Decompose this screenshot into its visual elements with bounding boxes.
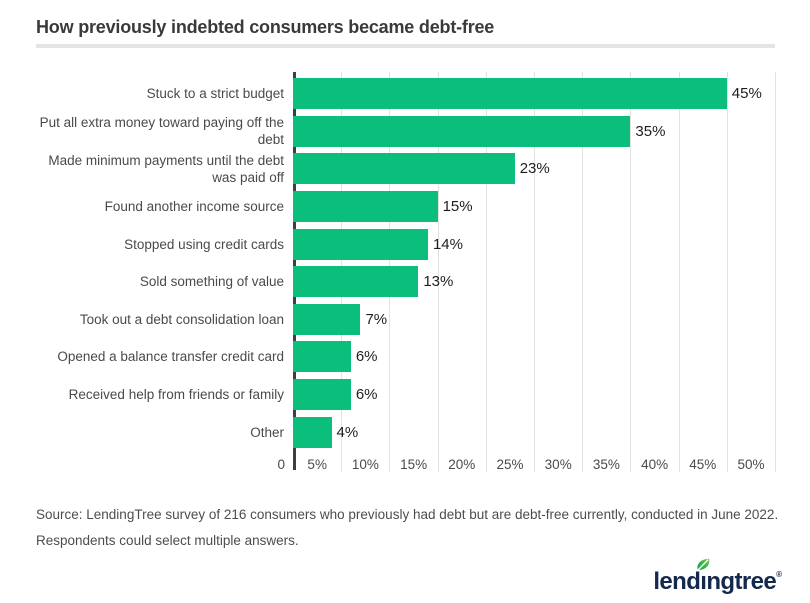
x-axis: 0 5% 10% 15% 20% 25% 30% 35% 40% 45% 50%: [277, 457, 775, 475]
x-tick-label: 10%: [351, 457, 379, 472]
bar: [293, 153, 515, 185]
value-label: 6%: [355, 386, 378, 404]
bar: [293, 303, 361, 335]
value-label: 35%: [635, 122, 666, 140]
category-label: Received help from friends or family: [68, 387, 284, 403]
logo-letter-i-glyph: ı: [700, 568, 707, 595]
bar: [293, 266, 419, 298]
bar-track: 6%: [293, 379, 775, 411]
bar: [293, 228, 428, 260]
x-tick-label: 20%: [448, 457, 476, 472]
logo-text-lend: lend: [653, 568, 701, 595]
category-label: Opened a balance transfer credit card: [57, 349, 284, 365]
bar-row: Made minimum payments until the debt was…: [36, 150, 775, 188]
category-label: Sold something of value: [139, 274, 284, 290]
chart-title: How previously indebted consumers became…: [36, 17, 495, 37]
source-note: Source: LendingTree survey of 216 consum…: [36, 502, 778, 554]
value-label: 23%: [519, 160, 550, 178]
x-tick-label: 5%: [307, 457, 327, 472]
bar: [293, 341, 351, 373]
value-label: 14%: [432, 235, 463, 253]
logo-text-ngtree: ngtree: [706, 568, 777, 595]
bar-row: Received help from friends or family 6%: [36, 376, 775, 414]
value-label: 45%: [731, 85, 762, 103]
x-tick-label: 45%: [689, 457, 717, 472]
category-label: Put all extra money toward paying off th…: [39, 115, 284, 148]
gridline: [726, 72, 728, 472]
source-line-2: Respondents could select multiple answer…: [36, 533, 299, 548]
bar-track: 14%: [293, 228, 775, 260]
title-divider: [36, 44, 775, 48]
bar: [293, 191, 438, 223]
bar-track: 23%: [293, 153, 775, 185]
bar-track: 6%: [293, 341, 775, 373]
bar-row: Sold something of value 13%: [36, 263, 775, 301]
category-label: Took out a debt consolidation loan: [79, 311, 284, 327]
source-line-1: Source: LendingTree survey of 216 consum…: [36, 507, 779, 522]
bar-rows: Stuck to a strict budget 45% Put all extra…: [36, 75, 775, 451]
x-tick-label: 30%: [544, 457, 572, 472]
category-label: Found another income source: [104, 199, 284, 215]
bar-row: Took out a debt consolidation loan 7%: [36, 301, 775, 339]
gridline: [775, 72, 776, 472]
x-tick-label: 25%: [496, 457, 524, 472]
bar-track: 45%: [293, 78, 775, 110]
bar-row: Other 4%: [36, 413, 775, 451]
lendingtree-logo: lend ıngtree®: [653, 558, 782, 599]
bar-track: 4%: [293, 416, 775, 448]
value-label: 6%: [355, 348, 378, 366]
bar-track: 7%: [293, 303, 775, 335]
leaf-icon: [697, 558, 710, 571]
category-label: Other: [250, 424, 284, 440]
bar-row: Stopped using credit cards 14%: [36, 225, 775, 263]
gridline: [678, 72, 680, 472]
x-tick-label: 40%: [641, 457, 669, 472]
bar: [293, 78, 727, 110]
x-tick-label: 35%: [592, 457, 620, 472]
gridline: [437, 72, 439, 472]
x-tick-label: 15%: [400, 457, 428, 472]
value-label: 13%: [423, 273, 454, 291]
bar-row: Opened a balance transfer credit card 6%: [36, 338, 775, 376]
value-label: 7%: [365, 310, 388, 328]
bar-track: 35%: [293, 115, 775, 147]
category-label: Stopped using credit cards: [124, 236, 284, 252]
gridline: [485, 72, 487, 472]
value-label: 4%: [336, 423, 359, 441]
gridline: [534, 72, 535, 472]
bar: [293, 416, 332, 448]
logo-letter-i: ı: [697, 558, 710, 599]
bar-track: 15%: [293, 191, 775, 223]
value-label: 15%: [442, 198, 473, 216]
category-label: Made minimum payments until the debt was…: [48, 152, 284, 185]
bar: [293, 379, 351, 411]
x-tick-label: 50%: [737, 457, 765, 472]
gridline: [582, 72, 584, 472]
bar-track: 13%: [293, 266, 775, 298]
bar-row: Found another income source 15%: [36, 188, 775, 226]
bar-row: Stuck to a strict budget 45%: [36, 75, 775, 113]
registered-mark: ®: [776, 570, 782, 579]
bar-chart: Stuck to a strict budget 45% Put all extra…: [36, 72, 776, 475]
bar: [293, 115, 631, 147]
x-tick-label: 0: [277, 457, 285, 472]
gridline: [630, 72, 632, 472]
category-label: Stuck to a strict budget: [146, 86, 284, 102]
bar-row: Put all extra money toward paying off th…: [36, 113, 775, 151]
